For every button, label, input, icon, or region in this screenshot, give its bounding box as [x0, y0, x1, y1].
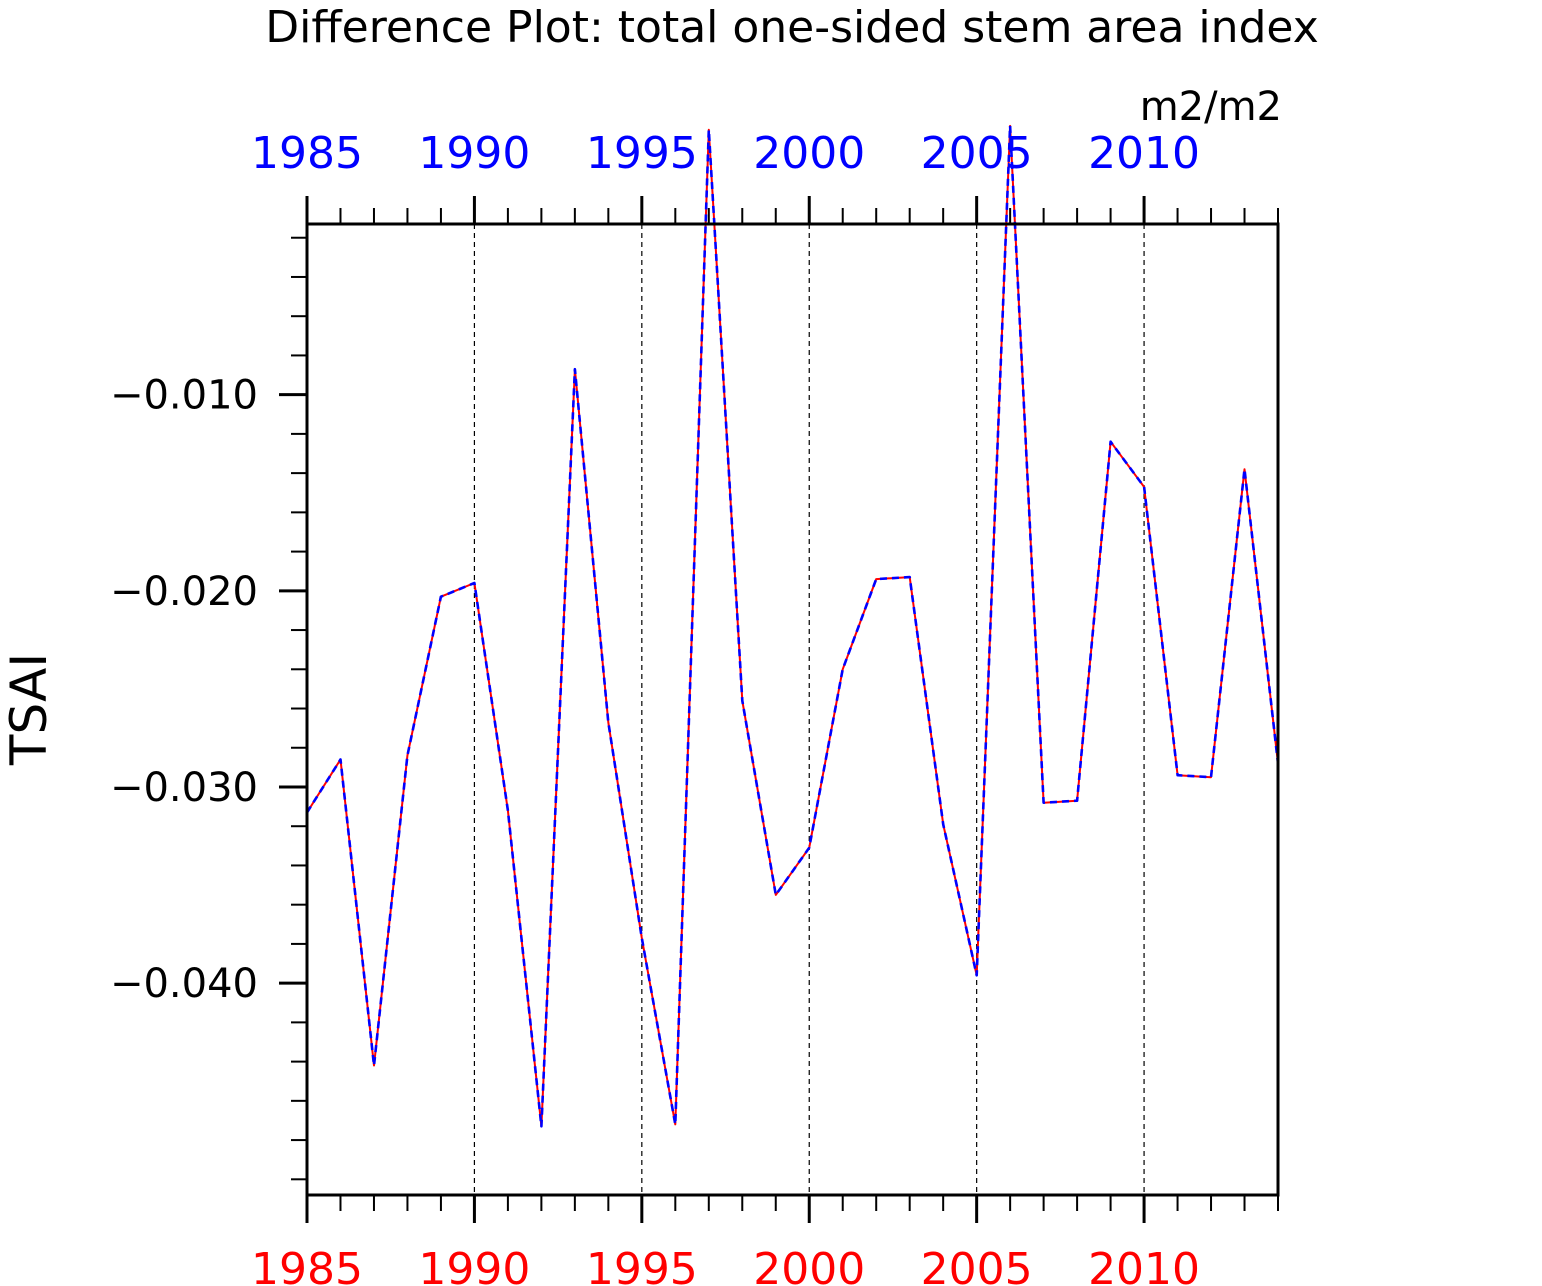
x-tick-label-bottom: 2000	[753, 1244, 865, 1286]
plot-frame	[305, 222, 1280, 1197]
series-line-1	[306, 124, 1279, 1128]
x-tick-label-bottom: 2005	[921, 1244, 1033, 1286]
x-tick-label-top: 2000	[753, 128, 865, 179]
y-tick-label: −0.030	[110, 765, 258, 811]
tick-labels: −0.010 −0.020 −0.030 −0.040 1985 1985 1990 1990…	[110, 128, 1200, 1286]
x-tick-label-bottom: 2010	[1088, 1244, 1200, 1286]
chart-title: Difference Plot: total one-sided stem ar…	[265, 2, 1319, 53]
units-label: m2/m2	[1140, 84, 1282, 130]
x-tick-label-top: 1985	[251, 128, 363, 179]
x-tick-label-bottom: 1985	[251, 1244, 363, 1286]
y-tick-label: −0.040	[110, 961, 258, 1007]
x-tick-label-bottom: 1995	[586, 1244, 698, 1286]
series-lines	[305, 124, 1280, 1128]
x-tick-label-bottom: 1990	[418, 1244, 530, 1286]
x-tick-label-top: 1995	[586, 128, 698, 179]
y-tick-label: −0.020	[110, 569, 258, 615]
y-tick-label: −0.010	[110, 373, 258, 419]
series-line-2	[305, 124, 1280, 1128]
y-axis-label: TSAI	[0, 653, 58, 766]
x-tick-label-top: 2010	[1088, 128, 1200, 179]
x-tick-label-top: 1990	[418, 128, 530, 179]
axis-ticks	[279, 196, 1279, 1223]
x-tick-label-top: 2005	[921, 128, 1033, 179]
